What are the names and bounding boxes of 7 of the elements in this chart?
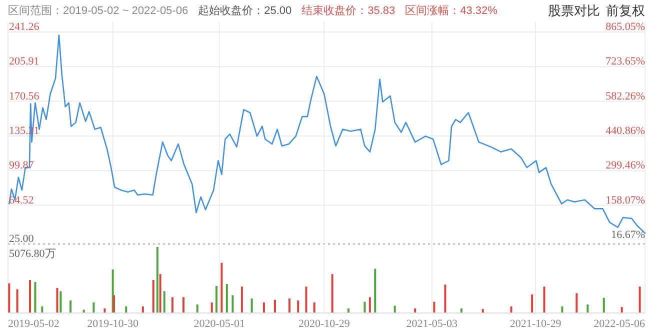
annotation: 5076.80万 bbox=[9, 248, 56, 260]
annotation: 股票对比 bbox=[548, 3, 600, 18]
annotation: 区间涨幅：43.32% bbox=[405, 5, 498, 17]
title: 区间范围：2019-05-02 ~ 2022-05-06 bbox=[8, 5, 188, 17]
annotation: 起始收盘价：25.00 bbox=[198, 5, 292, 17]
annotation: 前复权 bbox=[606, 3, 645, 18]
annotation: 结束收盘价：35.83 bbox=[302, 5, 396, 17]
